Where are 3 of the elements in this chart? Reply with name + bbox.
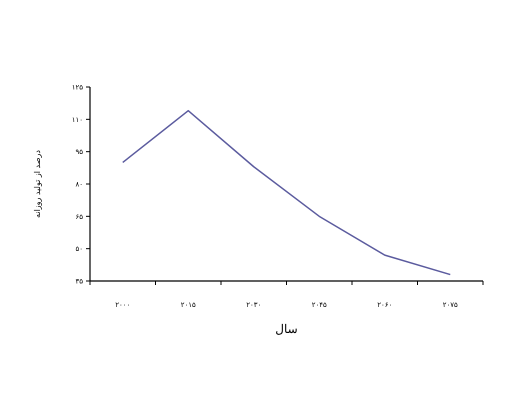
y-axis-title: درصد از تولید روزانه [33,150,42,218]
line-series [122,110,451,276]
x-axis-title: سال [275,322,298,336]
